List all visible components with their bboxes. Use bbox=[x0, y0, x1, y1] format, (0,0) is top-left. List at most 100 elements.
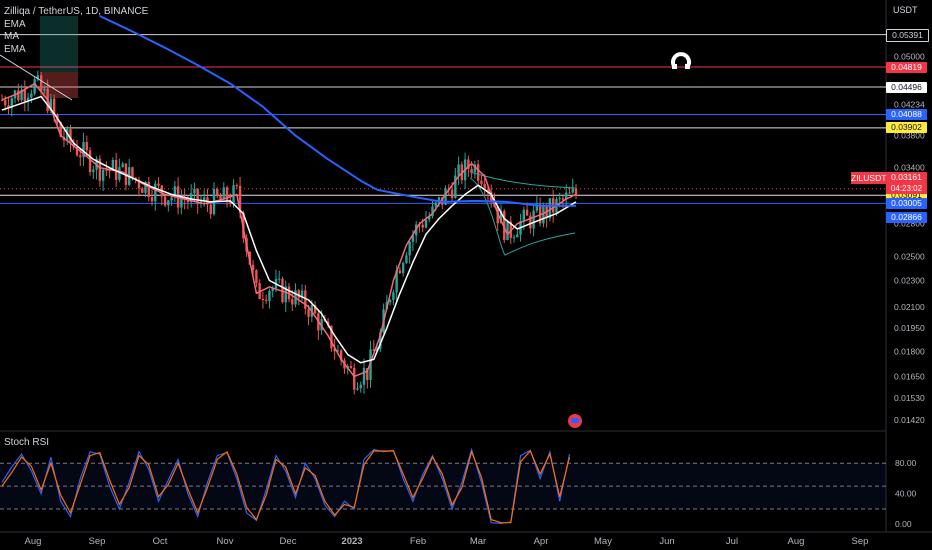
candle-body bbox=[180, 198, 183, 208]
candle-body bbox=[424, 219, 428, 228]
candle-body bbox=[268, 290, 271, 301]
candle-body bbox=[173, 186, 177, 198]
price-tag: 0.04819 bbox=[886, 61, 927, 73]
candle-body bbox=[17, 90, 20, 101]
candle-body bbox=[108, 170, 111, 172]
candle-body bbox=[542, 205, 545, 224]
candle-body bbox=[476, 164, 480, 181]
flag-icon bbox=[568, 414, 582, 428]
candle-body bbox=[141, 188, 144, 193]
x-tick-label: Jun bbox=[659, 536, 674, 547]
price-tag: 0.05391 bbox=[886, 29, 929, 43]
candle-body bbox=[525, 209, 529, 216]
candle-body bbox=[52, 98, 56, 115]
candle-body bbox=[304, 290, 307, 309]
candle-body bbox=[118, 167, 121, 180]
candle-body bbox=[565, 192, 568, 200]
candle-body bbox=[114, 160, 118, 180]
candle-body bbox=[131, 167, 134, 178]
x-tick-label: Feb bbox=[410, 536, 426, 547]
candle-body bbox=[4, 100, 7, 106]
stoch-rsi-pane bbox=[0, 447, 886, 525]
candle-body bbox=[222, 187, 225, 200]
legend-ma[interactable]: MA bbox=[4, 31, 19, 42]
y-tick-label: 0.01950 bbox=[894, 323, 925, 333]
candle-body bbox=[369, 349, 372, 380]
x-tick-label: 2023 bbox=[341, 536, 362, 547]
candle-body bbox=[437, 197, 441, 203]
candle-body bbox=[170, 197, 173, 201]
candle-body bbox=[506, 221, 509, 240]
candle-body bbox=[300, 290, 304, 298]
x-tick-label: Sep bbox=[852, 536, 869, 547]
candle-body bbox=[238, 185, 242, 213]
stoch-rsi-label[interactable]: Stoch RSI bbox=[4, 437, 50, 448]
candle-body bbox=[297, 290, 300, 298]
flag-inner bbox=[571, 418, 579, 423]
candle-body bbox=[209, 204, 212, 215]
candle-body bbox=[271, 288, 274, 291]
candle-body bbox=[454, 175, 457, 199]
candle-body bbox=[473, 164, 477, 173]
x-axis: Aug Sep Oct Nov Dec 2023 Feb Mar Apr May Jun Jul Aug… bbox=[25, 536, 869, 547]
candle-body bbox=[516, 234, 519, 238]
stoch-y-tick-label: 40.00 bbox=[895, 489, 917, 499]
candle-body bbox=[82, 141, 85, 158]
last-price-tag: 0.03161 bbox=[886, 172, 927, 183]
candle-body bbox=[251, 264, 255, 271]
price-tag: 0.03902 bbox=[886, 122, 927, 134]
candle-body bbox=[359, 384, 362, 389]
candle-body bbox=[150, 197, 154, 202]
candle-body bbox=[121, 163, 124, 168]
candle-body bbox=[23, 89, 27, 102]
candle-body bbox=[401, 262, 405, 274]
x-tick-label: Sep bbox=[89, 536, 106, 547]
candle-body bbox=[264, 299, 268, 301]
channel-band-upper bbox=[469, 171, 576, 189]
candle-body bbox=[163, 196, 167, 206]
legend-ema-fast[interactable]: EMA bbox=[4, 18, 26, 30]
symbol-tag: ZILUSDT bbox=[851, 172, 887, 184]
magnet-arc bbox=[671, 52, 691, 67]
x-tick-label: Aug bbox=[25, 536, 42, 547]
candle-body bbox=[291, 299, 294, 305]
candle-body bbox=[157, 183, 160, 186]
candle-body bbox=[336, 350, 340, 352]
candle-body bbox=[167, 200, 170, 206]
candle-body bbox=[330, 325, 333, 349]
y-tick-label: 0.03400 bbox=[894, 163, 925, 173]
stoch-y-tick-label: 0.00 bbox=[895, 519, 912, 529]
candle-body bbox=[333, 348, 336, 352]
legend-ema-slow[interactable]: EMA bbox=[4, 43, 26, 55]
candle-body bbox=[20, 89, 23, 101]
candle-body bbox=[49, 98, 53, 112]
candle-body bbox=[278, 278, 281, 280]
candle-body bbox=[499, 210, 503, 224]
x-tick-label: Aug bbox=[788, 536, 805, 547]
candle-body bbox=[101, 169, 105, 181]
x-tick-label: Mar bbox=[470, 536, 486, 547]
y-tick-label: 0.01420 bbox=[894, 415, 925, 425]
x-tick-label: Apr bbox=[534, 536, 549, 547]
candle-body bbox=[408, 241, 411, 256]
candle-body bbox=[362, 368, 366, 385]
y-tick-label: 0.01650 bbox=[894, 371, 925, 381]
candle-body bbox=[512, 237, 516, 239]
candle-body bbox=[444, 188, 447, 205]
x-tick-label: Dec bbox=[280, 536, 297, 547]
candle-body bbox=[203, 197, 206, 202]
y-tick-label: 0.01800 bbox=[894, 346, 925, 356]
candle-body bbox=[532, 210, 535, 229]
y-tick-label: 0.03800 bbox=[894, 131, 925, 141]
candle-body bbox=[522, 209, 526, 221]
candle-body bbox=[529, 215, 532, 229]
candle-body bbox=[79, 155, 82, 158]
candle-body bbox=[225, 187, 229, 201]
candle-body bbox=[538, 204, 542, 224]
candle-body bbox=[186, 200, 190, 203]
candle-body bbox=[10, 98, 13, 109]
candle-body bbox=[467, 159, 470, 169]
candle-body bbox=[470, 168, 473, 173]
